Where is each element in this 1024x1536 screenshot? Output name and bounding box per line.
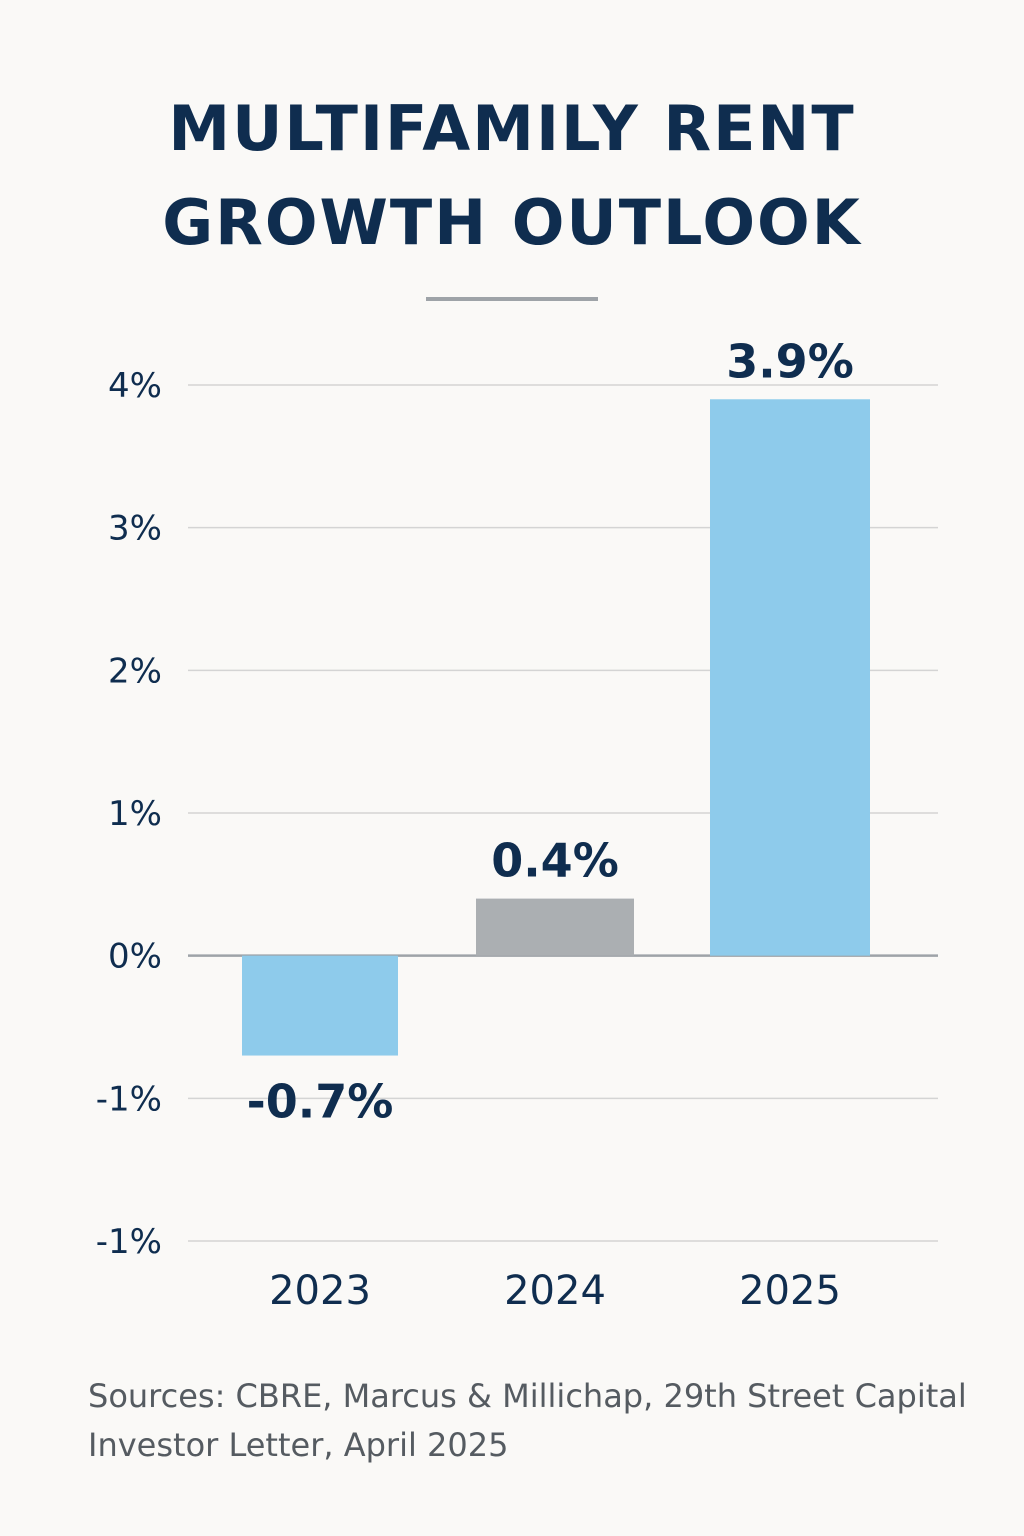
y-tick-label: 4% — [108, 366, 162, 406]
title-divider — [426, 297, 598, 301]
bar — [242, 955, 398, 1056]
chart-title: MULTIFAMILY RENT GROWTH OUTLOOK — [0, 82, 1024, 270]
chart-title-line-1: MULTIFAMILY RENT — [168, 92, 856, 165]
y-tick-label: -1% — [96, 1222, 162, 1262]
y-tick-label: 3% — [108, 509, 162, 549]
bar — [476, 898, 634, 956]
chart-title-line-2: GROWTH OUTLOOK — [162, 186, 862, 259]
data-label: 0.4% — [491, 834, 619, 888]
data-label: -0.7% — [247, 1075, 394, 1129]
y-tick-label: 0% — [108, 937, 162, 977]
x-tick-label: 2024 — [504, 1268, 606, 1314]
bar — [710, 399, 870, 956]
data-label: 3.9% — [726, 334, 854, 388]
x-tick-label: 2025 — [739, 1268, 841, 1314]
y-tick-label: -1% — [96, 1079, 162, 1119]
x-tick-label: 2023 — [269, 1268, 371, 1314]
source-note: Sources: CBRE, Marcus & Millichap, 29th … — [88, 1377, 967, 1464]
y-tick-label: 1% — [108, 794, 162, 834]
y-tick-label: 2% — [108, 651, 162, 691]
